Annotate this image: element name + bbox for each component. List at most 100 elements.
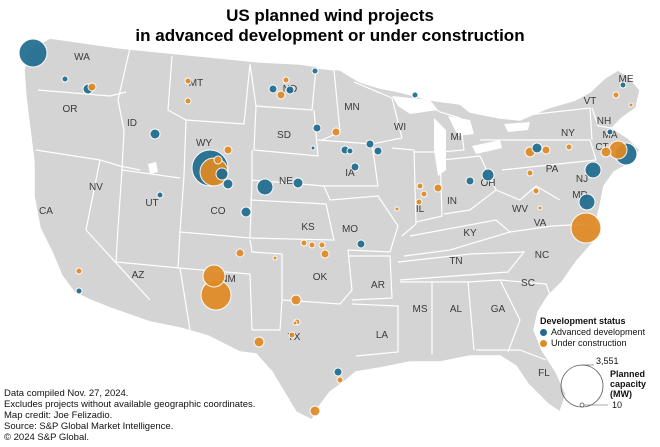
construction-project-marker <box>75 267 83 275</box>
note-credit: Map credit: Joe Felizadio. <box>4 410 113 421</box>
state-label-ky: KY <box>463 228 477 239</box>
state-label-in: IN <box>447 196 457 207</box>
advanced-project-marker <box>61 75 69 83</box>
state-label-wa: WA <box>74 52 90 63</box>
construction-swatch <box>540 339 547 347</box>
title-line-1: US planned wind projects <box>226 6 434 25</box>
legend-construction-label: Under construction <box>551 338 627 348</box>
state-label-nc: NC <box>535 250 549 261</box>
advanced-project-marker <box>606 128 614 136</box>
state-label-al: AL <box>450 304 463 315</box>
capacity-min-label: 10 <box>612 400 623 410</box>
state-label-id: ID <box>127 118 137 129</box>
state-label-sd: SD <box>277 130 291 141</box>
advanced-project-marker <box>215 167 229 181</box>
construction-project-marker <box>336 376 344 384</box>
state-label-pa: PA <box>546 164 559 175</box>
state-label-nv: NV <box>89 182 103 193</box>
state-label-tn: TN <box>449 256 462 267</box>
great-lakes <box>148 96 530 176</box>
state-label-ny: NY <box>561 128 575 139</box>
construction-project-marker <box>415 198 423 206</box>
advanced-project-marker <box>256 178 274 196</box>
state-label-ga: GA <box>491 304 506 315</box>
footnotes: Data compiled Nov. 27, 2024. Excludes pr… <box>4 388 255 443</box>
construction-project-marker <box>612 91 620 99</box>
state-label-ar: AR <box>371 280 385 291</box>
advanced-project-marker <box>312 123 322 133</box>
construction-project-marker <box>537 205 543 211</box>
construction-project-marker <box>292 320 298 326</box>
advanced-project-marker <box>311 67 319 75</box>
legend-construction: Under construction <box>540 338 645 348</box>
advanced-project-marker <box>411 91 419 99</box>
advanced-project-marker <box>346 147 354 155</box>
construction-project-marker <box>570 212 602 244</box>
capacity-circles <box>560 364 608 408</box>
state-label-mi: MI <box>450 132 461 143</box>
advanced-project-marker <box>619 81 627 89</box>
construction-project-marker <box>213 155 223 165</box>
state-label-nh: NH <box>597 116 611 127</box>
map-title: US planned wind projects in advanced dev… <box>0 6 660 46</box>
note-exclusion: Excludes projects without available geog… <box>4 399 256 410</box>
note-date: Data compiled Nov. 27, 2024. <box>4 388 129 399</box>
state-label-ks: KS <box>301 222 315 233</box>
construction-project-marker <box>202 264 226 288</box>
advanced-project-marker <box>240 206 252 218</box>
construction-project-marker <box>420 190 428 198</box>
advanced-project-marker <box>365 139 375 149</box>
state-label-oh: OH <box>481 178 496 189</box>
title-line-2: in advanced development or under constru… <box>135 26 525 45</box>
status-legend: Development status Advanced development … <box>540 316 645 348</box>
state-label-wy: WY <box>196 138 212 149</box>
construction-project-marker <box>309 405 321 417</box>
state-label-az: AZ <box>132 270 145 281</box>
construction-project-marker <box>272 255 278 261</box>
construction-project-marker <box>394 206 400 212</box>
advanced-project-marker <box>156 191 164 199</box>
construction-project-marker <box>526 169 534 177</box>
advanced-project-marker <box>18 38 48 68</box>
state-label-md: MD <box>572 190 588 201</box>
advanced-project-marker <box>75 287 83 295</box>
construction-project-marker <box>532 187 540 195</box>
construction-project-marker <box>282 76 290 84</box>
project-markers <box>18 38 638 417</box>
construction-project-marker <box>288 331 296 339</box>
state-label-ma: MA <box>603 130 618 141</box>
construction-project-marker <box>628 102 634 108</box>
advanced-project-marker <box>285 85 295 95</box>
state-label-sc: SC <box>521 278 535 289</box>
legend-advanced: Advanced development <box>540 327 645 337</box>
advanced-project-marker <box>465 176 475 186</box>
state-label-ok: OK <box>313 272 328 283</box>
advanced-project-marker <box>584 161 602 179</box>
state-labels: WAORCANVIDMTWYUTAZCONMNDSDNEKSOKTXMNIAMO… <box>39 52 634 379</box>
advanced-project-marker <box>481 168 495 182</box>
capacity-legend: 3,551 Planned capacity (MW) 10 <box>560 354 656 414</box>
construction-project-marker <box>600 146 612 158</box>
advanced-project-marker <box>333 367 343 377</box>
state-label-va: VA <box>534 218 547 229</box>
state-label-fl: FL <box>538 368 550 379</box>
construction-project-marker <box>416 182 424 190</box>
state-label-nm: NM <box>220 274 236 285</box>
construction-project-marker <box>308 241 316 249</box>
construction-project-marker <box>290 294 302 306</box>
state-label-ms: MS <box>413 304 428 315</box>
construction-project-marker <box>184 97 192 105</box>
construction-project-marker <box>300 239 308 247</box>
legend-title: Development status <box>540 316 626 326</box>
state-label-or: OR <box>63 104 78 115</box>
state-label-mo: MO <box>342 224 358 235</box>
state-label-wi: WI <box>394 122 406 133</box>
advanced-project-marker <box>356 239 366 249</box>
note-copyright: © 2024 S&P Global. <box>4 432 89 443</box>
advanced-project-marker <box>531 142 543 154</box>
state-label-mt: MT <box>189 78 203 89</box>
construction-project-marker <box>433 183 443 193</box>
advanced-project-marker <box>292 177 304 189</box>
capacity-min-circle <box>579 402 585 408</box>
state-label-wv: WV <box>512 204 528 215</box>
